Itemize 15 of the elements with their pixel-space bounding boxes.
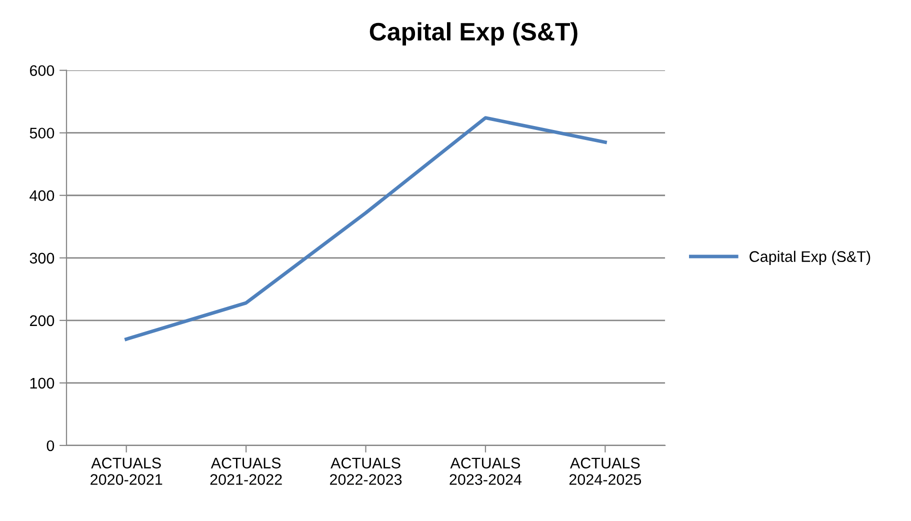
- x-tick-label: ACTUALS 2021-2022: [210, 458, 282, 485]
- x-tick-label: ACTUALS 2022-2023: [330, 458, 402, 485]
- line-series: [124, 116, 607, 341]
- x-tick-label: ACTUALS 2020-2021: [90, 458, 162, 485]
- chart-title: Capital Exp (S&T): [370, 22, 578, 46]
- x-tick-label: ACTUALS 2024-2025: [569, 458, 642, 485]
- y-tick-label: 200: [30, 315, 54, 326]
- y-tick-label: 400: [30, 190, 54, 202]
- x-tick-label: ACTUALS 2023-2024: [450, 458, 522, 485]
- y-tick-label: 0: [46, 440, 54, 452]
- y-tick-label: 300: [30, 252, 54, 264]
- y-tick-label: 500: [30, 128, 54, 139]
- y-tick-label: 100: [30, 378, 54, 389]
- legend-label: Capital Exp (S&T): [750, 250, 870, 266]
- y-tick-label: 600: [30, 65, 54, 76]
